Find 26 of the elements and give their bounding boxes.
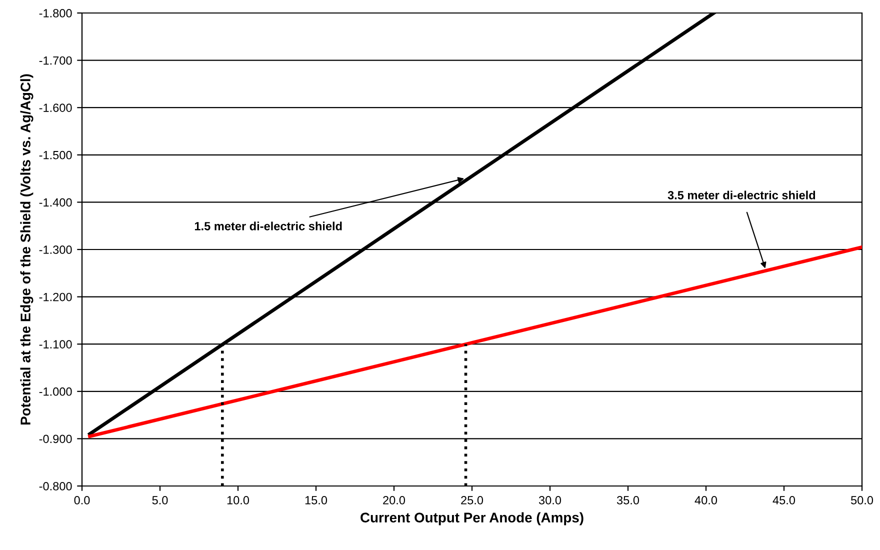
y-tick-label: -0.800: [39, 482, 72, 490]
x-tick-label: 25.0: [461, 496, 484, 504]
y-tick-label: -1.000: [39, 387, 72, 396]
y-tick-label: -1.400: [39, 198, 72, 207]
x-tick-label: 30.0: [538, 496, 562, 504]
x-tick-label: 0.0: [74, 496, 90, 504]
x-tick-label: 5.0: [152, 496, 168, 504]
x-tick-label: 35.0: [616, 496, 640, 504]
y-tick-label: -1.100: [39, 340, 72, 348]
y-tick-label: -1.600: [39, 104, 72, 112]
x-tick-label: 15.0: [305, 496, 328, 504]
y-tick-label: -1.700: [39, 56, 72, 65]
y-axis-title: Potential at the Edge of the Shield (Volts vs. Ag/AgCl): [20, 74, 34, 424]
y-tick-label: -1.500: [39, 150, 72, 160]
x-axis-title: Current Output Per Anode (Amps): [360, 512, 584, 526]
y-tick-label: -1.800: [39, 9, 72, 18]
annotation: 1.5 meter di-electric shield: [194, 222, 342, 230]
x-tick-label: 50.0: [850, 496, 874, 504]
x-tick-label: 40.0: [694, 496, 718, 504]
y-tick-label: -1.300: [39, 246, 72, 254]
x-tick-label: 45.0: [772, 496, 796, 504]
y-tick-label: -1.200: [39, 292, 72, 302]
annotation: 3.5 meter di-electric shield: [668, 190, 816, 200]
y-tick-label: -0.900: [39, 434, 72, 444]
x-tick-label: 20.0: [383, 496, 406, 504]
x-tick-label: 10.0: [227, 496, 250, 504]
